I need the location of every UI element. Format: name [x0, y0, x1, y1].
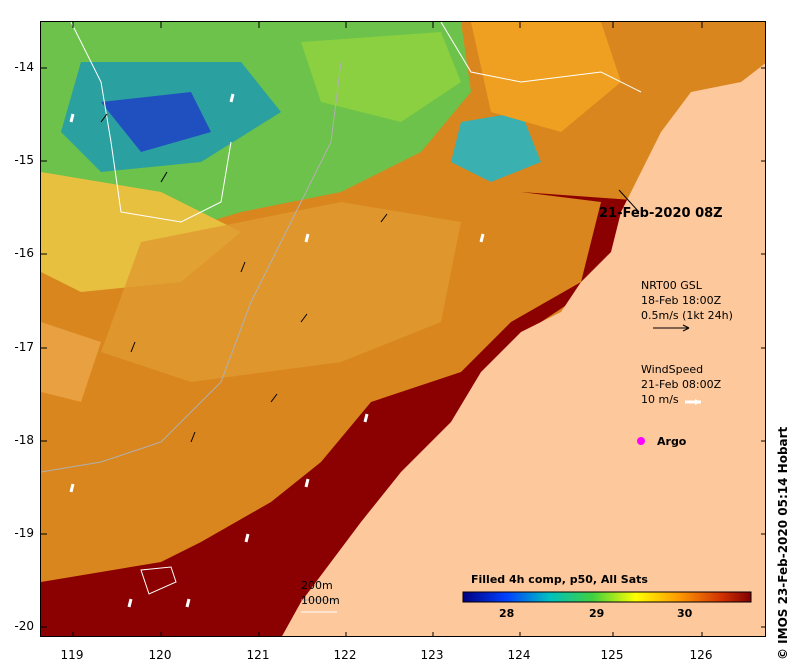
wind-legend-time: 21-Feb 08:00Z — [641, 378, 722, 391]
lat-label: -14 — [14, 60, 34, 74]
lat-label: -16 — [14, 246, 34, 260]
lon-label: 123 — [420, 648, 444, 662]
date-label: 21-Feb-2020 08Z — [599, 206, 723, 221]
lon-label: 125 — [600, 648, 624, 662]
lon-label: 122 — [333, 648, 357, 662]
lat-label: -19 — [14, 526, 34, 540]
lon-label: 121 — [246, 648, 270, 662]
depth-legend: 200m 1000m — [301, 578, 340, 608]
sst-map[interactable]: 21-Feb-2020 08Z NRT00 GSL 18-Feb 18:00Z … — [40, 21, 766, 637]
lat-label: -17 — [14, 340, 34, 354]
colorbar-tick-28: 28 — [499, 607, 515, 620]
current-legend-title: NRT00 GSL — [641, 279, 702, 292]
depth-200m-label: 200m — [301, 579, 333, 592]
current-legend-time: 18-Feb 18:00Z — [641, 294, 722, 307]
lat-label: -20 — [14, 619, 34, 633]
imos-credit: © IMOS 23-Feb-2020 05:14 Hobart — [776, 426, 790, 660]
lon-label: 120 — [148, 648, 172, 662]
depth-1000m-label: 1000m — [301, 594, 340, 607]
colorbar-tick-30: 30 — [677, 607, 693, 620]
colorbar-tick-29: 29 — [589, 607, 605, 620]
current-legend: NRT00 GSL 18-Feb 18:00Z 0.5m/s (1kt 24h) — [641, 278, 733, 323]
sst-field — [41, 22, 765, 636]
current-vectors — [100, 113, 388, 443]
colorbar — [462, 591, 752, 603]
wind-legend-title: WindSpeed — [641, 363, 704, 376]
wind-legend: WindSpeed 21-Feb 08:00Z 10 m/s — [641, 362, 721, 407]
argo-label: Argo — [657, 435, 687, 448]
colorbar-title: Filled 4h comp, p50, All Sats — [471, 573, 648, 586]
lon-label: 124 — [507, 648, 531, 662]
lon-label: 119 — [60, 648, 84, 662]
lat-label: -18 — [14, 433, 34, 447]
wind-arrows — [69, 93, 485, 608]
wind-legend-scale: 10 m/s — [641, 393, 679, 406]
argo-marker — [637, 437, 645, 445]
lat-label: -15 — [14, 153, 34, 167]
lon-label: 126 — [689, 648, 713, 662]
current-legend-scale: 0.5m/s (1kt 24h) — [641, 309, 733, 322]
